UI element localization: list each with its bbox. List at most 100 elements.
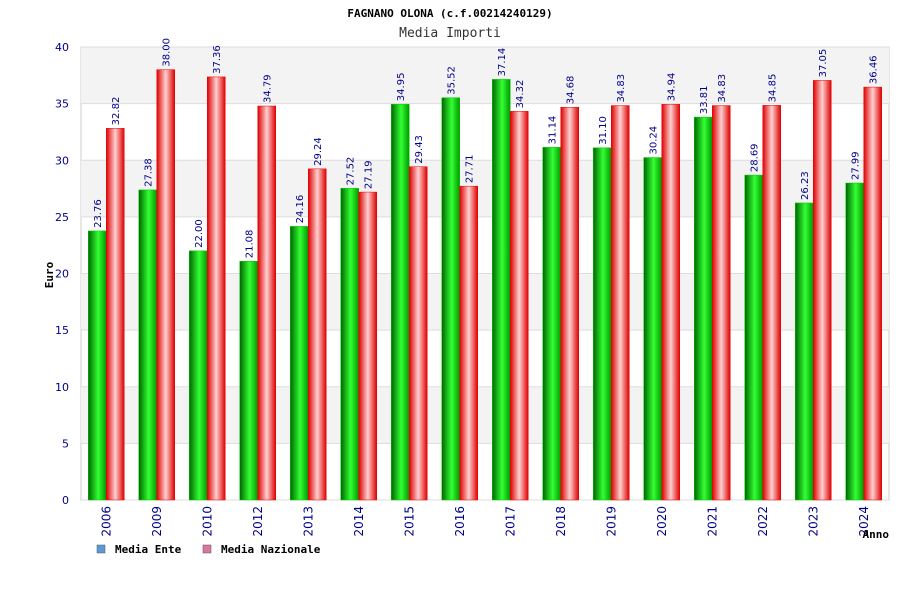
bar-media-ente-2021	[694, 116, 713, 501]
data-label: 27.19	[364, 160, 375, 189]
y-tick-label: 15	[55, 324, 69, 337]
data-label: 32.82	[111, 97, 122, 126]
data-label: 27.52	[346, 157, 357, 186]
data-label: 22.00	[194, 219, 205, 248]
x-tick-label: 2023	[806, 506, 820, 537]
data-label: 21.08	[245, 230, 256, 259]
legend: Media Ente Media Nazionale	[96, 543, 321, 556]
bar-media-nazionale-2016	[459, 185, 478, 501]
y-axis-ticks: 0 5 10 15 20 25 30 35 40	[55, 41, 69, 507]
legend-swatch-media-nazionale	[202, 544, 212, 554]
data-label: 35.52	[447, 66, 458, 95]
x-tick-label: 2012	[251, 506, 265, 537]
bar-media-ente-2023	[795, 202, 814, 501]
bar-media-nazionale-2006	[106, 128, 125, 501]
legend-swatch-media-ente	[96, 544, 106, 554]
x-tick-label: 2018	[554, 506, 568, 537]
x-tick-label: 2021	[705, 506, 719, 537]
bar-media-ente-2006	[88, 230, 107, 501]
bar-media-ente-2009	[138, 189, 157, 501]
y-tick-label: 30	[55, 154, 69, 167]
bar-media-nazionale-2019	[611, 105, 630, 501]
data-labels: 23.76 32.82 27.38 38.00 22.00 37.36 21.08 34.79…	[93, 38, 880, 258]
data-label: 27.71	[465, 155, 476, 184]
data-label: 23.76	[93, 199, 104, 228]
data-label: 37.14	[497, 48, 508, 77]
data-label: 30.24	[649, 126, 660, 155]
bar-media-nazionale-2017	[510, 111, 529, 501]
x-tick-label: 2014	[352, 506, 366, 537]
bar-media-nazionale-2023	[813, 80, 832, 501]
data-label: 31.10	[598, 116, 609, 145]
x-tick-label: 2015	[402, 506, 416, 537]
y-tick-label: 40	[55, 41, 69, 54]
bar-media-nazionale-2012	[257, 105, 276, 501]
data-label: 34.79	[263, 74, 274, 103]
data-label: 24.16	[295, 195, 306, 224]
bar-media-ente-2017	[492, 79, 511, 501]
x-tick-label: 2017	[503, 506, 517, 537]
y-axis-label: Euro	[43, 261, 56, 288]
y-tick-label: 10	[55, 381, 69, 394]
bars	[88, 69, 882, 501]
bar-media-ente-2024	[845, 182, 864, 501]
legend-label-media-ente: Media Ente	[115, 543, 182, 556]
bar-media-ente-2013	[290, 226, 309, 501]
data-label: 34.95	[396, 73, 407, 102]
x-tick-label: 2019	[604, 506, 618, 537]
bar-media-nazionale-2015	[409, 166, 428, 501]
data-label: 34.83	[616, 74, 627, 103]
data-label: 34.83	[717, 74, 728, 103]
x-tick-label: 2013	[301, 506, 315, 537]
bar-media-nazionale-2009	[156, 69, 175, 501]
data-label: 34.94	[667, 73, 678, 102]
bar-media-nazionale-2014	[358, 191, 377, 501]
x-tick-label: 2009	[150, 506, 164, 537]
data-label: 26.23	[800, 171, 811, 200]
bar-media-ente-2020	[643, 157, 662, 501]
chart-title: FAGNANO OLONA (c.f.00214240129)	[347, 7, 552, 20]
data-label: 29.24	[313, 137, 324, 166]
y-tick-label: 0	[62, 494, 69, 507]
x-tick-label: 2020	[655, 506, 669, 537]
data-label: 27.38	[144, 158, 155, 187]
data-label: 38.00	[162, 38, 173, 67]
bar-media-nazionale-2022	[762, 105, 781, 501]
data-label: 27.99	[851, 151, 862, 180]
bar-media-ente-2014	[340, 188, 359, 501]
bar-media-nazionale-2018	[560, 106, 579, 501]
data-label: 28.69	[750, 143, 761, 172]
chart-subtitle: Media Importi	[399, 26, 501, 41]
bar-media-ente-2016	[441, 97, 460, 501]
x-tick-label: 2006	[99, 506, 113, 537]
x-axis-ticks: 2006 2009 2010 2012 2013 2014 2015 2016 2017 2018…	[99, 506, 871, 537]
data-label: 31.14	[548, 116, 559, 145]
data-label: 34.68	[566, 76, 577, 105]
data-label: 29.43	[414, 135, 425, 164]
data-label: 34.32	[515, 80, 526, 109]
legend-label-media-nazionale: Media Nazionale	[221, 543, 321, 556]
y-tick-label: 20	[55, 268, 69, 281]
data-label: 33.81	[699, 85, 710, 114]
y-tick-label: 5	[62, 437, 69, 450]
data-label: 36.46	[869, 55, 880, 84]
x-tick-label: 2010	[200, 506, 214, 537]
bar-media-nazionale-2013	[308, 168, 327, 501]
bar-media-ente-2018	[542, 147, 561, 501]
data-label: 37.05	[818, 49, 829, 78]
bar-media-nazionale-2024	[863, 86, 882, 501]
bar-media-ente-2022	[744, 174, 763, 501]
bar-media-nazionale-2021	[712, 105, 731, 501]
bar-media-nazionale-2010	[207, 76, 226, 501]
x-tick-label: 2016	[453, 506, 467, 537]
bar-media-ente-2015	[391, 103, 410, 501]
y-tick-label: 25	[55, 211, 69, 224]
x-tick-label: 2022	[756, 506, 770, 537]
y-tick-label: 35	[55, 98, 69, 111]
bar-media-nazionale-2020	[661, 104, 680, 501]
x-tick-label: 2024	[857, 506, 871, 537]
data-label: 34.85	[768, 74, 779, 103]
bar-media-ente-2012	[239, 261, 258, 501]
x-axis-label: Anno	[863, 528, 890, 541]
